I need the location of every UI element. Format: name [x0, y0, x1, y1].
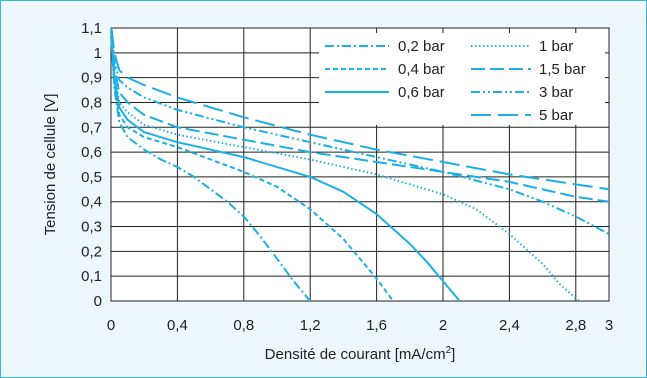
y-tick-label-4: 0,4	[81, 194, 102, 211]
y-axis-label: Tension de cellule [V]	[42, 94, 59, 236]
y-tick-label-5: 0,5	[81, 169, 102, 186]
x-axis-label-main: Densité de courant [mA/cm	[265, 346, 446, 363]
x-axis-label: Densité de courant [mA/cm2]	[265, 345, 456, 363]
legend-label-2: 0,6 bar	[398, 84, 445, 101]
x-tick-label-8: 3	[605, 317, 613, 334]
series-line-0	[110, 40, 311, 302]
y-tick-label-0: 0	[94, 293, 102, 310]
x-tick-label-2: 0,8	[233, 317, 254, 334]
y-tick-label-7: 0,7	[81, 119, 102, 136]
x-axis-label-sup: 2	[446, 345, 452, 356]
y-tick-label-3: 0,3	[81, 219, 102, 236]
legend-label-1: 0,4 bar	[398, 61, 445, 78]
series-line-2	[110, 40, 461, 302]
legend-background	[319, 33, 605, 125]
series-line-4	[110, 37, 610, 203]
x-tick-label-7: 2,8	[565, 317, 586, 334]
tick-labels: 0 0,4 0,8 1,2 1,6 2 2,4 2,8 3 0 0,1 0,2 0,3 0,4 0,5 0,6…	[81, 20, 613, 334]
x-tick-label-5: 2	[439, 317, 447, 334]
legend-label-4: 1,5 bar	[539, 61, 586, 78]
series-line-5	[110, 32, 610, 235]
legend-label-3: 1 bar	[539, 38, 573, 55]
x-tick-label-4: 1,6	[366, 317, 387, 334]
y-tick-label-11: 1,1	[81, 20, 102, 37]
x-tick-label-1: 0,4	[167, 317, 188, 334]
x-axis-label-end: ]	[451, 346, 455, 363]
y-tick-label-6: 0,6	[81, 144, 102, 161]
y-tick-label-10: 1	[94, 45, 102, 62]
x-tick-label-0: 0	[107, 317, 115, 334]
y-tick-label-8: 0,8	[81, 94, 102, 111]
y-tick-label-9: 0,9	[81, 70, 102, 87]
legend: 0,2 bar 0,4 bar 0,6 bar 1 bar 1,5 bar 3 bar 5 …	[319, 33, 605, 125]
y-tick-label-2: 0,2	[81, 243, 102, 260]
legend-label-5: 3 bar	[539, 84, 573, 101]
legend-label-0: 0,2 bar	[398, 38, 445, 55]
x-tick-label-3: 1,2	[300, 317, 321, 334]
x-tick-label-6: 2,4	[499, 317, 520, 334]
y-tick-label-1: 0,1	[81, 268, 102, 285]
series-lines	[110, 27, 610, 302]
series-line-6	[110, 27, 610, 191]
legend-label-6: 5 bar	[539, 107, 573, 124]
